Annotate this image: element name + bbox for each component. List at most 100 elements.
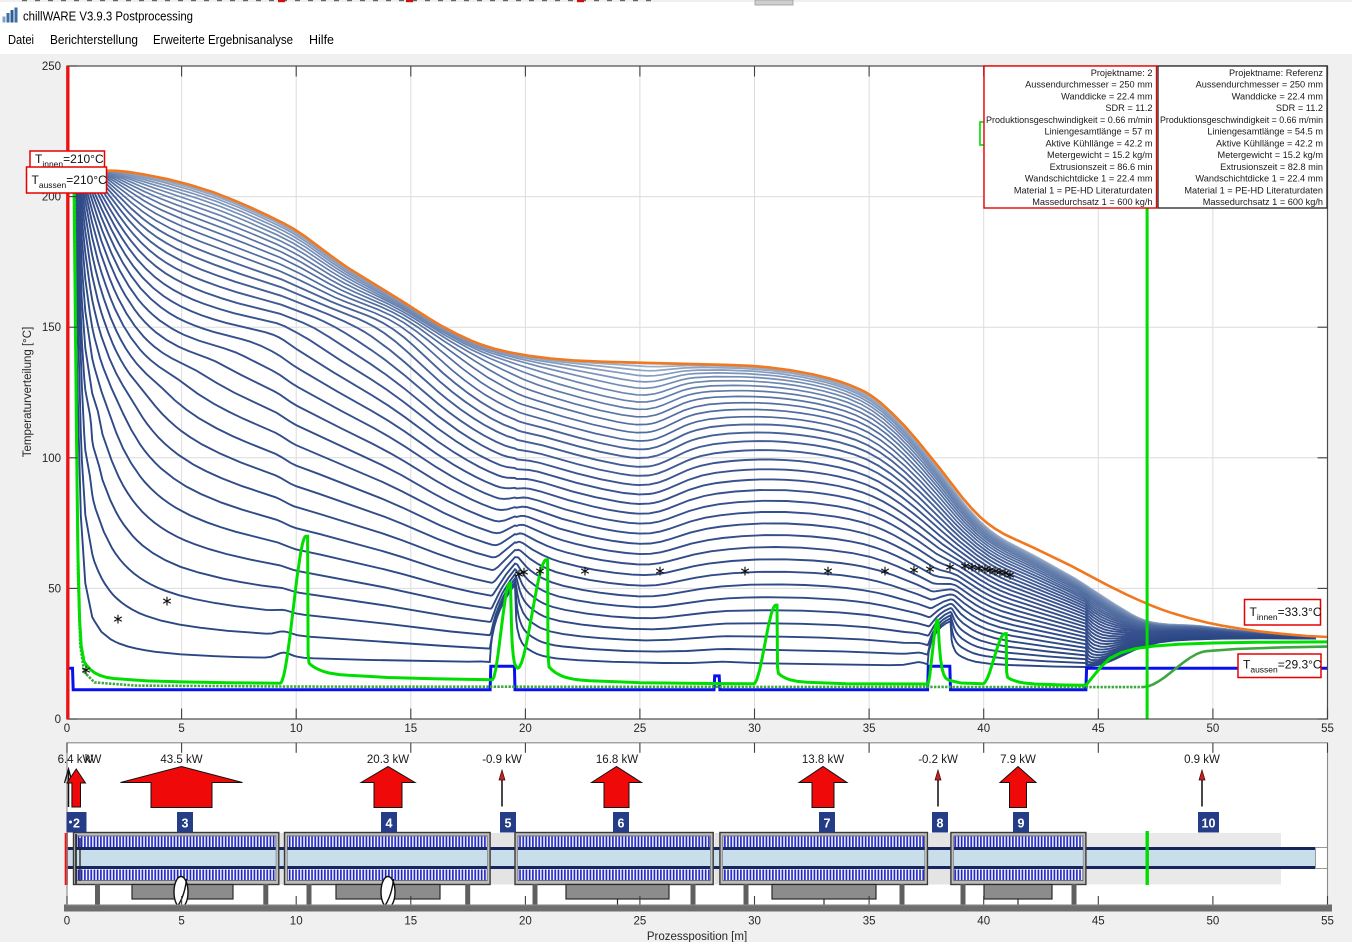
svg-text:43.5 kW: 43.5 kW bbox=[160, 754, 202, 766]
svg-text:45: 45 bbox=[1092, 916, 1105, 928]
svg-text:5: 5 bbox=[505, 817, 512, 831]
svg-text:45: 45 bbox=[1092, 723, 1105, 735]
svg-text:16.8 kW: 16.8 kW bbox=[596, 754, 638, 766]
svg-text:Extrusionszeit = 86.6 min: Extrusionszeit = 86.6 min bbox=[1050, 162, 1153, 172]
svg-text:5: 5 bbox=[178, 916, 184, 928]
svg-text:Projektname: 2: Projektname: 2 bbox=[1091, 68, 1153, 78]
svg-text:∗: ∗ bbox=[739, 563, 751, 579]
svg-text:Wanddicke = 22.4 mm: Wanddicke = 22.4 mm bbox=[1061, 91, 1153, 101]
svg-text:Produktionsgeschwindigkeit = 0: Produktionsgeschwindigkeit = 0.66 m/min bbox=[986, 115, 1153, 125]
svg-text:Wanddicke = 22.4 mm: Wanddicke = 22.4 mm bbox=[1232, 91, 1324, 101]
svg-text:SDR = 11.2: SDR = 11.2 bbox=[1105, 103, 1152, 113]
svg-text:-0.9 kW: -0.9 kW bbox=[482, 754, 522, 766]
svg-text:Wandschichtdicke 1 = 22.4 mm: Wandschichtdicke 1 = 22.4 mm bbox=[1195, 174, 1323, 184]
svg-text:∗: ∗ bbox=[959, 558, 971, 574]
svg-text:∗: ∗ bbox=[979, 561, 991, 577]
svg-text:chillWARE V3.9.3 Postprocessin: chillWARE V3.9.3 Postprocessing bbox=[23, 10, 193, 24]
svg-text:6: 6 bbox=[618, 817, 625, 831]
svg-text:Hilfe: Hilfe bbox=[309, 33, 334, 47]
svg-text:10: 10 bbox=[290, 723, 303, 735]
svg-text:∗: ∗ bbox=[973, 560, 985, 576]
svg-text:Metergewicht = 15.2 kg/m: Metergewicht = 15.2 kg/m bbox=[1218, 150, 1324, 160]
svg-text:10: 10 bbox=[1202, 817, 1216, 831]
svg-text:∗: ∗ bbox=[994, 564, 1006, 580]
svg-text:Massedurchsatz 1 = 600 kg/h: Massedurchsatz 1 = 600 kg/h bbox=[1032, 197, 1152, 207]
svg-text:Aktive Kühllänge = 42.2 m: Aktive Kühllänge = 42.2 m bbox=[1046, 138, 1153, 148]
svg-text:Material 1 = PE-HD Literaturda: Material 1 = PE-HD Literaturdaten bbox=[1184, 185, 1323, 195]
svg-text:∗: ∗ bbox=[879, 563, 891, 579]
svg-text:∗: ∗ bbox=[989, 563, 1001, 579]
svg-text:Extrusionszeit = 82.8 min: Extrusionszeit = 82.8 min bbox=[1220, 162, 1323, 172]
svg-text:Erweiterte Ergebnisanalyse: Erweiterte Ergebnisanalyse bbox=[153, 33, 293, 47]
svg-text:Metergewicht = 15.2 kg/m: Metergewicht = 15.2 kg/m bbox=[1047, 150, 1153, 160]
svg-text:∗: ∗ bbox=[944, 559, 956, 575]
svg-text:Wandschichtdicke 1 = 22.4 mm: Wandschichtdicke 1 = 22.4 mm bbox=[1025, 174, 1153, 184]
svg-text:∗: ∗ bbox=[654, 563, 666, 579]
svg-text:4: 4 bbox=[386, 817, 393, 831]
svg-text:SDR = 11.2: SDR = 11.2 bbox=[1276, 103, 1323, 113]
svg-text:Tinnen=210°C: Tinnen=210°C bbox=[35, 152, 104, 169]
svg-text:150: 150 bbox=[42, 322, 61, 334]
svg-text:55: 55 bbox=[1321, 723, 1334, 735]
svg-text:Aussendurchmesser = 250 mm: Aussendurchmesser = 250 mm bbox=[1196, 80, 1324, 90]
svg-text:0: 0 bbox=[55, 714, 61, 726]
svg-text:Temperaturverteilung [°C]: Temperaturverteilung [°C] bbox=[22, 327, 34, 458]
svg-text:kW: kW bbox=[85, 754, 102, 766]
svg-text:∗: ∗ bbox=[534, 563, 546, 579]
svg-text:∗: ∗ bbox=[984, 562, 996, 578]
svg-text:35: 35 bbox=[863, 916, 876, 928]
svg-text:55: 55 bbox=[1321, 916, 1334, 928]
svg-text:50: 50 bbox=[48, 583, 61, 595]
svg-text:-0.2 kW: -0.2 kW bbox=[918, 754, 958, 766]
svg-text:Liniengesamtlänge = 57 m: Liniengesamtlänge = 57 m bbox=[1044, 127, 1152, 137]
svg-text:∗: ∗ bbox=[579, 563, 591, 579]
svg-text:40: 40 bbox=[977, 723, 990, 735]
svg-text:Massedurchsatz 1 = 600 kg/h: Massedurchsatz 1 = 600 kg/h bbox=[1203, 197, 1323, 207]
svg-text:∗: ∗ bbox=[924, 561, 936, 577]
svg-text:10: 10 bbox=[290, 916, 303, 928]
svg-text:0: 0 bbox=[64, 723, 70, 735]
svg-text:∗: ∗ bbox=[999, 565, 1011, 581]
svg-text:0: 0 bbox=[64, 916, 70, 928]
svg-text:∗: ∗ bbox=[112, 611, 124, 627]
svg-text:0.9 kW: 0.9 kW bbox=[1184, 754, 1220, 766]
svg-text:Liniengesamtlänge = 54.5 m: Liniengesamtlänge = 54.5 m bbox=[1207, 127, 1323, 137]
svg-text:13.8 kW: 13.8 kW bbox=[802, 754, 844, 766]
svg-text:Produktionsgeschwindigkeit = 0: Produktionsgeschwindigkeit = 0.66 m/min bbox=[1160, 115, 1323, 125]
svg-text:25: 25 bbox=[634, 916, 647, 928]
svg-text:∗: ∗ bbox=[80, 662, 92, 678]
svg-text:9: 9 bbox=[1018, 817, 1025, 831]
svg-text:200: 200 bbox=[42, 192, 61, 204]
svg-text:20: 20 bbox=[519, 723, 532, 735]
svg-text:30: 30 bbox=[748, 916, 761, 928]
svg-text:2: 2 bbox=[73, 817, 80, 831]
svg-text:Material 1 = PE-HD Literaturda: Material 1 = PE-HD Literaturdaten bbox=[1014, 185, 1153, 195]
svg-text:3: 3 bbox=[182, 817, 189, 831]
svg-text:∗: ∗ bbox=[518, 564, 530, 580]
svg-text:35: 35 bbox=[863, 723, 876, 735]
svg-text:Datei: Datei bbox=[8, 33, 34, 47]
svg-text:Projektname: Referenz: Projektname: Referenz bbox=[1229, 68, 1323, 78]
svg-text:7: 7 bbox=[824, 817, 831, 831]
svg-text:∗: ∗ bbox=[822, 563, 834, 579]
svg-text:100: 100 bbox=[42, 453, 61, 465]
svg-text:15: 15 bbox=[404, 723, 417, 735]
svg-text:Aussendurchmesser = 250 mm: Aussendurchmesser = 250 mm bbox=[1025, 80, 1153, 90]
svg-text:250: 250 bbox=[42, 61, 61, 73]
svg-text:50: 50 bbox=[1207, 916, 1220, 928]
svg-text:∗: ∗ bbox=[908, 562, 920, 578]
svg-text:8: 8 bbox=[937, 817, 944, 831]
svg-text:20: 20 bbox=[519, 916, 532, 928]
svg-text:∗: ∗ bbox=[966, 559, 978, 575]
svg-text:5: 5 bbox=[178, 723, 184, 735]
svg-text:50: 50 bbox=[1207, 723, 1220, 735]
svg-text:6.4 kW: 6.4 kW bbox=[58, 754, 94, 766]
svg-text:7.9 kW: 7.9 kW bbox=[1000, 754, 1036, 766]
svg-text:∗: ∗ bbox=[1004, 567, 1016, 583]
svg-text:15: 15 bbox=[404, 916, 417, 928]
svg-text:Prozessposition [m]: Prozessposition [m] bbox=[647, 931, 747, 942]
svg-text:Aktive Kühllänge = 42.2 m: Aktive Kühllänge = 42.2 m bbox=[1216, 138, 1323, 148]
svg-text:40: 40 bbox=[977, 916, 990, 928]
svg-text:∗: ∗ bbox=[161, 593, 173, 609]
svg-text:30: 30 bbox=[748, 723, 761, 735]
